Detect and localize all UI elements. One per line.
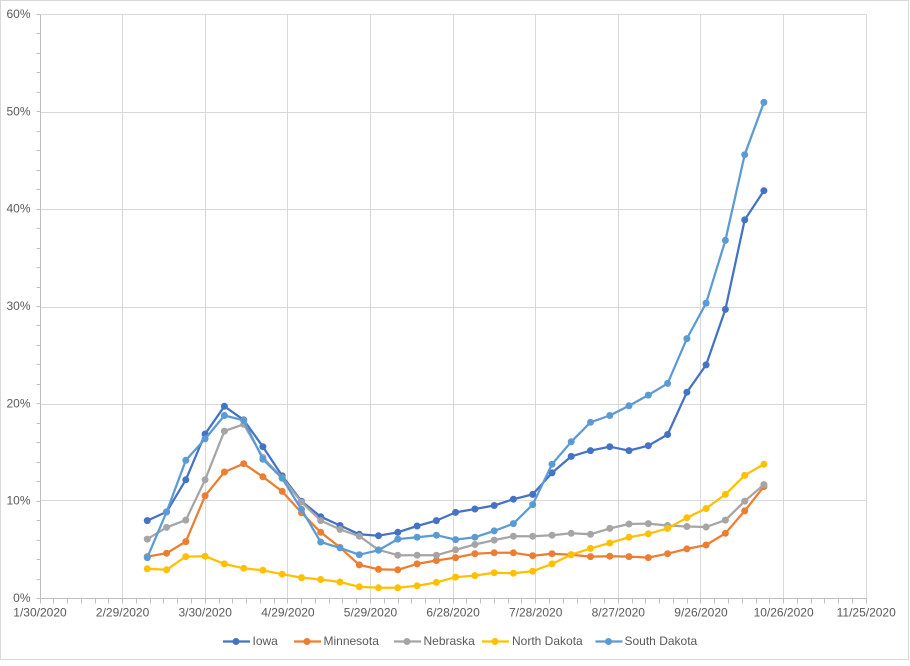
svg-text:60%: 60% (6, 7, 30, 21)
svg-text:3/30/2020: 3/30/2020 (179, 606, 233, 620)
svg-text:Minnesota: Minnesota (324, 634, 380, 648)
svg-text:6/28/2020: 6/28/2020 (426, 606, 480, 620)
svg-text:10/26/2020: 10/26/2020 (754, 606, 814, 620)
svg-text:10%: 10% (6, 494, 30, 508)
svg-text:30%: 30% (6, 299, 30, 313)
svg-text:20%: 20% (6, 396, 30, 410)
svg-text:4/29/2020: 4/29/2020 (261, 606, 315, 620)
svg-text:1/30/2020: 1/30/2020 (13, 606, 67, 620)
svg-text:40%: 40% (6, 202, 30, 216)
svg-text:North Dakota: North Dakota (512, 634, 583, 648)
svg-text:South Dakota: South Dakota (625, 634, 698, 648)
svg-text:9/26/2020: 9/26/2020 (674, 606, 728, 620)
svg-text:0%: 0% (13, 591, 31, 605)
svg-text:8/27/2020: 8/27/2020 (592, 606, 646, 620)
svg-text:Iowa: Iowa (253, 634, 279, 648)
svg-text:11/25/2020: 11/25/2020 (837, 606, 896, 620)
svg-text:50%: 50% (6, 104, 30, 118)
svg-text:2/29/2020: 2/29/2020 (96, 606, 150, 620)
svg-text:7/28/2020: 7/28/2020 (509, 606, 563, 620)
svg-text:5/29/2020: 5/29/2020 (344, 606, 398, 620)
svg-text:Nebraska: Nebraska (424, 634, 476, 648)
